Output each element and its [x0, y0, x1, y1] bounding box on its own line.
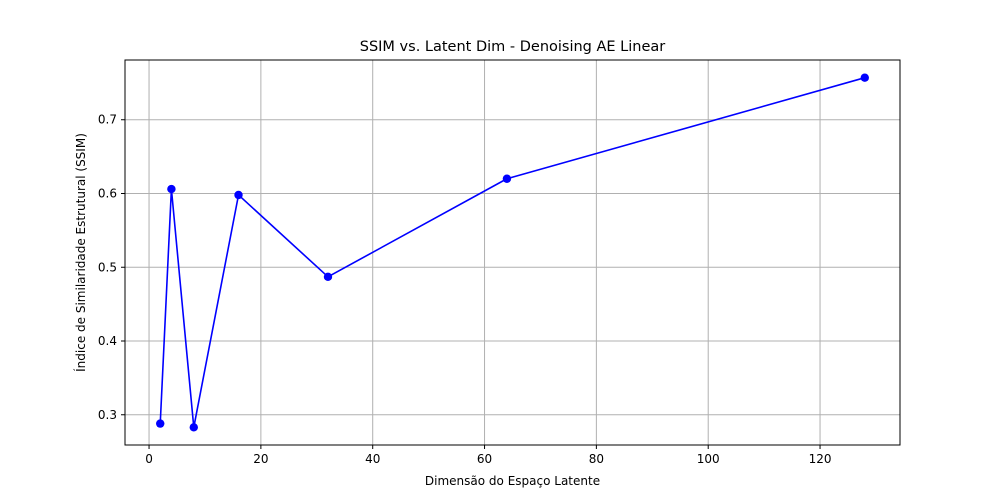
x-tick-label: 60: [477, 452, 492, 466]
series-line: [159, 76, 865, 429]
grid: [125, 60, 900, 445]
data-point: [323, 272, 333, 282]
y-tick-label: 0.5: [98, 260, 117, 274]
x-axis-label: Dimensão do Espaço Latente: [425, 474, 600, 488]
x-tick-label: 20: [253, 452, 268, 466]
series-layer: [156, 73, 869, 432]
data-point: [502, 174, 512, 183]
data-point: [189, 423, 198, 432]
chart-title: SSIM vs. Latent Dim - Denoising AE Linea…: [360, 39, 666, 55]
data-point: [167, 184, 176, 194]
y-tick-label: 0.4: [98, 334, 117, 348]
x-tick-label: 80: [589, 452, 604, 466]
data-point: [860, 73, 869, 82]
axis-ticks: 0 20 40 60 80 100 120 0.3 0.4 0.5 0.6 0.7: [98, 113, 832, 466]
data-point: [156, 419, 165, 428]
x-tick-label: 120: [809, 452, 832, 466]
data-point: [234, 190, 243, 200]
plot-frame: [124, 59, 901, 446]
y-tick-label: 0.7: [98, 113, 117, 127]
y-tick-label: 0.6: [98, 186, 117, 200]
y-tick-label: 0.3: [98, 408, 117, 422]
x-tick-label: 100: [697, 452, 720, 466]
y-axis-label: Índice de Similaridade Estrutural (SSIM): [73, 133, 88, 372]
x-tick-label: 0: [145, 452, 153, 466]
x-tick-label: 40: [365, 452, 380, 466]
